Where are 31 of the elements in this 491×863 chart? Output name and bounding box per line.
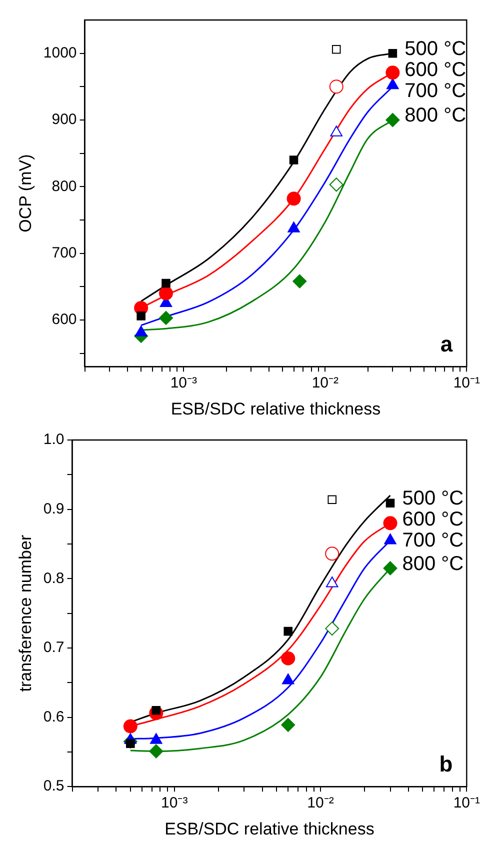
x-axis-title: ESB/SDC relative thickness <box>164 819 374 838</box>
y-axis-title: OCP (mV) <box>16 154 35 232</box>
y-tick-label: 900 <box>52 111 77 128</box>
x-tick-label: 10⁻³ <box>161 794 188 812</box>
annotation: b <box>439 752 453 777</box>
y-tick-label: 600 <box>52 311 77 328</box>
y-tick-label: 1.0 <box>43 431 64 448</box>
x-tick-label: 10⁻³ <box>170 374 198 392</box>
x-tick-label: 10⁻¹ <box>453 794 480 812</box>
series-label: 800 °C <box>404 104 466 126</box>
y-axis-title: transference number <box>16 534 35 692</box>
y-tick-label: 1000 <box>43 44 77 62</box>
series-label: 600 °C <box>402 508 464 531</box>
x-axis-title: ESB/SDC relative thickness <box>170 399 381 418</box>
annotation: a <box>440 332 454 357</box>
y-tick-label: 0.6 <box>43 708 64 726</box>
series-label: 600 °C <box>404 58 466 81</box>
series-label: 500 °C <box>402 488 464 510</box>
y-tick-label: 700 <box>52 244 77 262</box>
y-tick-label: 0.7 <box>43 639 64 656</box>
series-label: 700 °C <box>404 80 466 102</box>
series-label: 800 °C <box>402 552 464 575</box>
x-tick-label: 10⁻¹ <box>453 374 480 392</box>
x-tick-label: 10⁻² <box>312 374 339 392</box>
y-tick-label: 0.5 <box>43 778 64 795</box>
y-tick-label: 0.8 <box>43 570 64 587</box>
y-tick-label: 800 <box>52 178 77 195</box>
series-label: 700 °C <box>402 530 464 552</box>
x-tick-label: 10⁻² <box>307 794 334 812</box>
series-label: 500 °C <box>404 38 466 60</box>
y-tick-label: 0.9 <box>43 500 64 518</box>
